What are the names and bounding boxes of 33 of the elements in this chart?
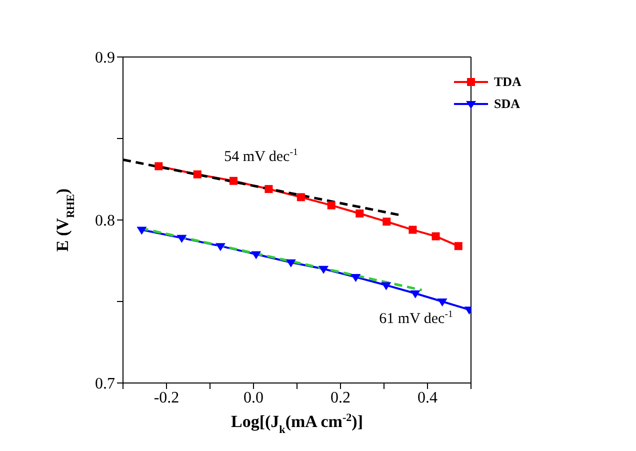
y-tick-label: 0.7 (95, 376, 115, 393)
point (382, 218, 391, 226)
point (327, 201, 336, 210)
legend-label: TDA (494, 74, 522, 90)
point (229, 176, 238, 185)
point (176, 234, 187, 243)
point (432, 232, 440, 240)
annotation: 54 mV dec$^{-1}$ (224, 146, 298, 166)
point (437, 298, 448, 306)
point (454, 242, 462, 250)
point (264, 185, 273, 194)
point (154, 162, 163, 170)
point (408, 226, 417, 234)
y-tick-label: 0.9 (95, 50, 115, 67)
point (410, 290, 420, 298)
x-tick-label: 0.2 (330, 389, 350, 406)
point (136, 226, 147, 235)
point (286, 259, 296, 268)
point (251, 251, 262, 260)
y-tick-label: 0.8 (95, 212, 115, 230)
point (215, 243, 226, 252)
annotation: 61 mV dec$^{-1}$ (379, 308, 453, 328)
point (318, 266, 329, 274)
point (381, 282, 392, 290)
x-tick-label: 0.4 (418, 389, 438, 406)
x-tick-label: -0.2 (154, 389, 180, 406)
x-axis-title: Log[(J$_{k}$(mA cm$^{-2}$)] (231, 412, 363, 436)
point (350, 274, 361, 282)
x-tick-label: 0.0 (244, 389, 264, 406)
point (193, 170, 202, 178)
point (356, 209, 364, 218)
point (296, 193, 305, 202)
legend-label: SDA (494, 96, 520, 112)
